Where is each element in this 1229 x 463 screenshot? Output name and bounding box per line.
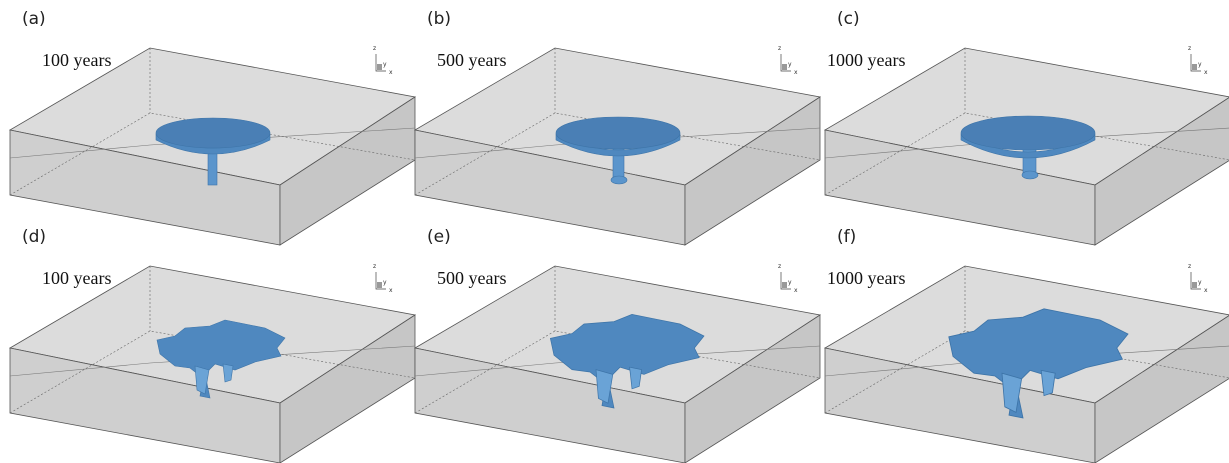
- panel-label: (f): [837, 227, 856, 247]
- plume-disc: [556, 117, 680, 149]
- axis-x: x: [389, 287, 393, 294]
- panel-label: (e): [427, 227, 451, 247]
- time-label: 500 years: [437, 268, 506, 288]
- axis-z: z: [778, 45, 781, 52]
- axis-y: y: [1198, 61, 1202, 68]
- plume-disc: [961, 116, 1095, 150]
- plume-disc: [156, 118, 270, 148]
- panel-label: (c): [837, 9, 860, 29]
- time-label: 1000 years: [827, 268, 905, 288]
- figure: (a)100 yearszyx(b)500 yearszyx(c)1000 ye…: [0, 0, 1229, 463]
- panel: (a) 100 years z yx: [10, 9, 415, 245]
- panel: (b) 500 years z yx: [415, 9, 820, 245]
- axis-triad-box: [782, 64, 787, 70]
- axis-z: z: [1188, 45, 1191, 52]
- panel-label: (b): [427, 9, 451, 29]
- plume-foot: [1022, 171, 1038, 179]
- axis-z: z: [373, 263, 376, 270]
- axis-triad-box: [1192, 64, 1197, 70]
- time-label: 500 years: [437, 50, 506, 70]
- axis-z: z: [1188, 263, 1191, 270]
- panel: (e) 500 years z yx: [415, 227, 820, 463]
- panel: (f) 1000 years z yx: [825, 227, 1229, 463]
- axis-y: y: [788, 279, 792, 286]
- time-label: 1000 years: [827, 50, 905, 70]
- axis-x: x: [389, 69, 393, 76]
- panel-label: (a): [22, 9, 46, 29]
- axis-y: y: [788, 61, 792, 68]
- time-label: 100 years: [42, 50, 111, 70]
- axis-triad-box: [782, 282, 787, 288]
- axis-triad-box: [377, 64, 382, 70]
- plume-foot: [611, 176, 627, 184]
- axis-y: y: [383, 61, 387, 68]
- panel: (c) 1000 years z yx: [825, 9, 1229, 245]
- panel: (d) 100 years z yx: [10, 227, 415, 463]
- axis-triad-box: [377, 282, 382, 288]
- axis-x: x: [794, 287, 798, 294]
- time-label: 100 years: [42, 268, 111, 288]
- axis-z: z: [778, 263, 781, 270]
- axis-x: x: [1204, 287, 1208, 294]
- axis-z: z: [373, 45, 376, 52]
- axis-x: x: [1204, 69, 1208, 76]
- axis-triad-box: [1192, 282, 1197, 288]
- panel-label: (d): [22, 227, 46, 247]
- axis-y: y: [383, 279, 387, 286]
- axis-x: x: [794, 69, 798, 76]
- axis-y: y: [1198, 279, 1202, 286]
